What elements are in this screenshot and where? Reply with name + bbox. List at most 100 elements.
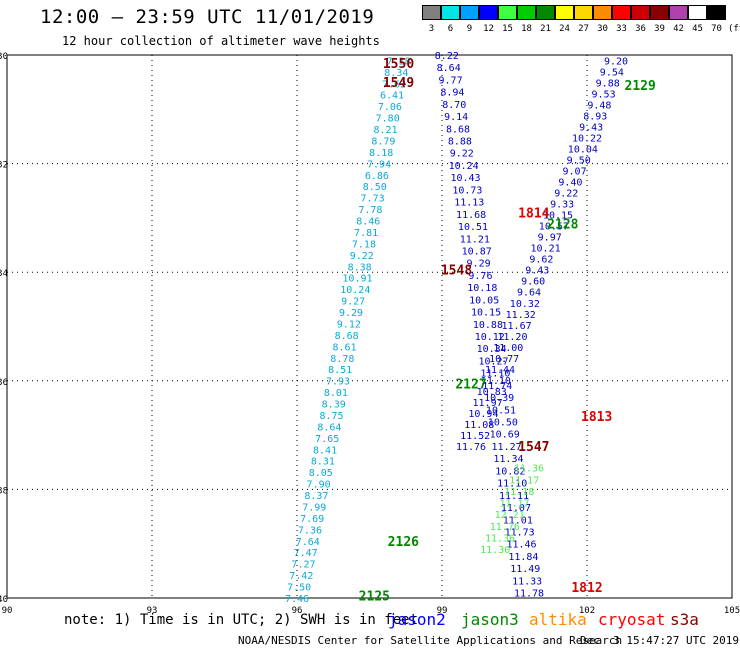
wave-height-value: 8.78 [330,354,354,365]
wave-height-value: 9.43 [525,266,549,277]
wave-height-value: 11.17 [509,475,539,486]
wave-height-value: 11.11 [499,491,529,502]
wave-height-value: 8.21 [373,125,397,136]
wave-height-value: 7.90 [307,480,331,491]
legend-value-label: 21 [540,24,551,34]
wave-height-value: 12.21 [495,510,525,521]
map-title: 12:00 – 23:59 UTC 11/01/2019 [40,6,375,28]
legend-swatch [669,5,688,20]
wave-height-value: 11.34 [493,454,523,465]
latitude-tick-label: -30 [0,52,8,62]
wave-height-value: 8.68 [446,124,470,135]
legend-swatch [536,5,555,20]
legend-swatch [574,5,593,20]
pass-number-label: 1813 [581,410,612,425]
latitude-tick-label: -32 [0,161,8,171]
satellite-name-cryosat: cryosat [598,610,666,629]
wave-height-value: 7.94 [367,159,391,170]
wave-height-value: 7.62 [382,79,406,90]
legend-value-label: 12 [483,24,494,34]
wave-height-value: 10.04 [568,145,598,156]
wave-height-value: 7.27 [291,560,315,571]
wave-height-value: 8.41 [313,445,337,456]
wave-height-value: 8.46 [356,217,380,228]
wave-height-value: 11.36 [485,533,515,544]
wave-height-value: 7.06 [378,102,402,113]
legend-swatch [650,5,669,20]
wave-height-value: 6.86 [365,171,389,182]
wave-height-value: 10.12 [475,332,505,343]
wave-height-value: 8.38 [348,262,372,273]
pass-number-label: 2125 [359,589,390,604]
wave-height-value: 9.60 [521,277,545,288]
wave-height-value: 11.33 [512,576,542,587]
wave-height-value: 8.51 [328,365,352,376]
legend-swatch [422,5,441,20]
wave-height-value: 9.07 [563,167,587,178]
wave-height-value: 11.10 [480,369,510,380]
wave-height-value: 10.39 [484,393,514,404]
legend-value-label: 33 [616,24,627,34]
wave-height-value: 11.17 [499,499,529,510]
satellite-name-s3a: s3a [670,610,699,629]
wave-height-value: 11.49 [510,564,540,575]
wave-height-value: 8.31 [311,457,335,468]
wave-height-value: 11.30 [480,545,510,556]
wave-height-value: 10.24 [340,285,370,296]
wave-height-value: 10.43 [450,173,480,184]
wave-height-value: 9.33 [550,200,574,211]
wave-height-value: 7.46 [285,594,309,605]
wave-height-value: 11.44 [485,365,515,376]
wave-height-value: 10.91 [342,274,372,285]
legend-swatch [460,5,479,20]
legend-value-label: 30 [597,24,608,34]
legend-swatch [593,5,612,20]
wave-height-value: 8.70 [442,100,466,111]
pass-number-label: 2128 [547,217,578,232]
wave-height-value: 7.18 [386,56,410,67]
wave-height-value: 10.83 [477,387,507,398]
wave-height-value: 11.74 [482,381,512,392]
credit-line: NOAA/NESDIS Center for Satellite Applica… [238,634,623,647]
wave-height-value: 11.08 [464,420,494,431]
wave-height-value: 10.27 [478,356,508,367]
pass-number-label: 2126 [388,535,419,550]
wave-height-value: 9.14 [444,112,468,123]
wave-height-value: 10.57 [539,222,569,233]
wave-height-value: 10.34 [477,344,507,355]
wave-height-value: 8.75 [320,411,344,422]
wave-height-value: 11.67 [502,321,532,332]
legend-swatch [555,5,574,20]
satellite-name-jason3: jason3 [461,610,519,629]
legend-value-label: 24 [559,24,570,34]
legend-swatch [631,5,650,20]
legend-value-label: 6 [447,24,454,34]
wave-height-value: 7.81 [354,228,378,239]
wave-height-value: 9.77 [439,75,463,86]
wave-height-value: 10.73 [452,185,482,196]
longitude-tick-label: 90 [2,606,13,616]
wave-height-value: 7.18 [352,239,376,250]
wave-height-value: 8.61 [332,342,356,353]
wave-height-value: 10.15 [543,211,573,222]
wave-height-value: 7.93 [326,377,350,388]
latitude-tick-label: -38 [0,486,8,496]
wave-height-value: 8.01 [324,388,348,399]
wave-height-value: 10.05 [469,295,499,306]
wave-height-value: 8.39 [322,400,346,411]
wave-height-value: 11.10 [481,376,511,387]
legend-value-label: 15 [502,24,513,34]
wave-height-value: 9.97 [538,233,562,244]
wave-height-value: 11.13 [454,198,484,209]
map-subtitle: 12 hour collection of altimeter wave hei… [62,34,380,48]
wave-height-value: 11.01 [503,515,533,526]
wave-height-value: 7.42 [289,571,313,582]
wave-height-value: 11.76 [490,522,520,533]
latitude-tick-label: -36 [0,378,8,388]
wave-height-value: 9.43 [579,123,603,134]
wave-height-value: 10.18 [467,283,497,294]
wave-height-value: 10.51 [486,405,516,416]
wave-height-value: 9.22 [554,189,578,200]
map-frame [6,54,733,599]
wave-height-value: 8.50 [363,182,387,193]
